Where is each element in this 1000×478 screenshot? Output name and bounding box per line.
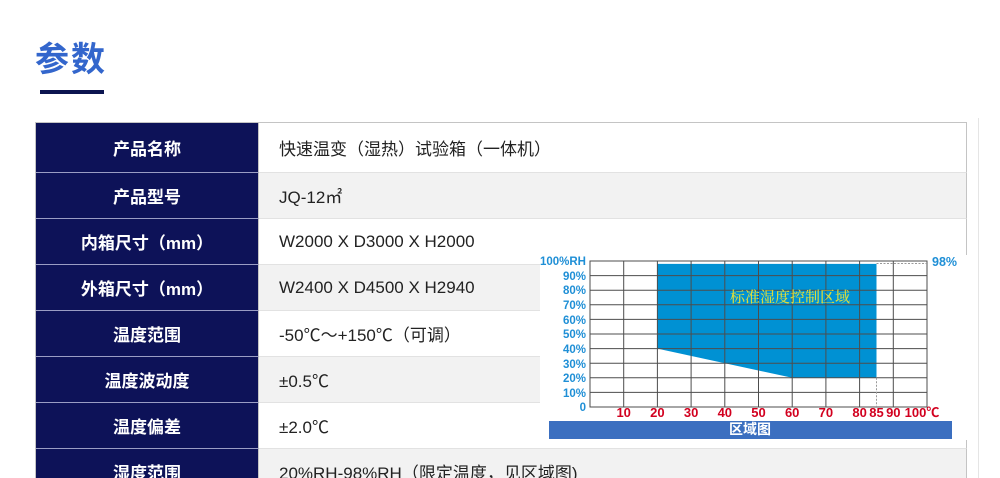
svg-text:80: 80 [852, 405, 866, 420]
svg-text:98%: 98% [932, 255, 957, 269]
svg-text:20%: 20% [563, 373, 586, 385]
svg-text:90: 90 [886, 405, 900, 420]
svg-text:40%: 40% [563, 344, 586, 356]
svg-text:85: 85 [869, 405, 883, 420]
svg-text:90%: 90% [563, 271, 586, 283]
svg-text:20: 20 [650, 405, 664, 420]
svg-text:标准湿度控制区域: 标准湿度控制区域 [730, 288, 850, 306]
svg-text:100%RH: 100%RH [540, 256, 586, 268]
svg-text:30: 30 [684, 405, 698, 420]
svg-text:50: 50 [751, 405, 765, 420]
svg-text:40: 40 [718, 405, 732, 420]
svg-text:0: 0 [580, 402, 586, 414]
svg-text:10: 10 [616, 405, 630, 420]
svg-text:50%: 50% [563, 329, 586, 341]
svg-text:70: 70 [819, 405, 833, 420]
svg-text:100℃: 100℃ [905, 405, 940, 420]
svg-text:区域图: 区域图 [729, 421, 771, 437]
svg-text:60: 60 [785, 405, 799, 420]
svg-text:70%: 70% [563, 300, 586, 312]
svg-text:30%: 30% [563, 359, 586, 371]
svg-text:80%: 80% [563, 285, 586, 297]
svg-text:60%: 60% [563, 315, 586, 327]
svg-text:10%: 10% [563, 388, 586, 400]
